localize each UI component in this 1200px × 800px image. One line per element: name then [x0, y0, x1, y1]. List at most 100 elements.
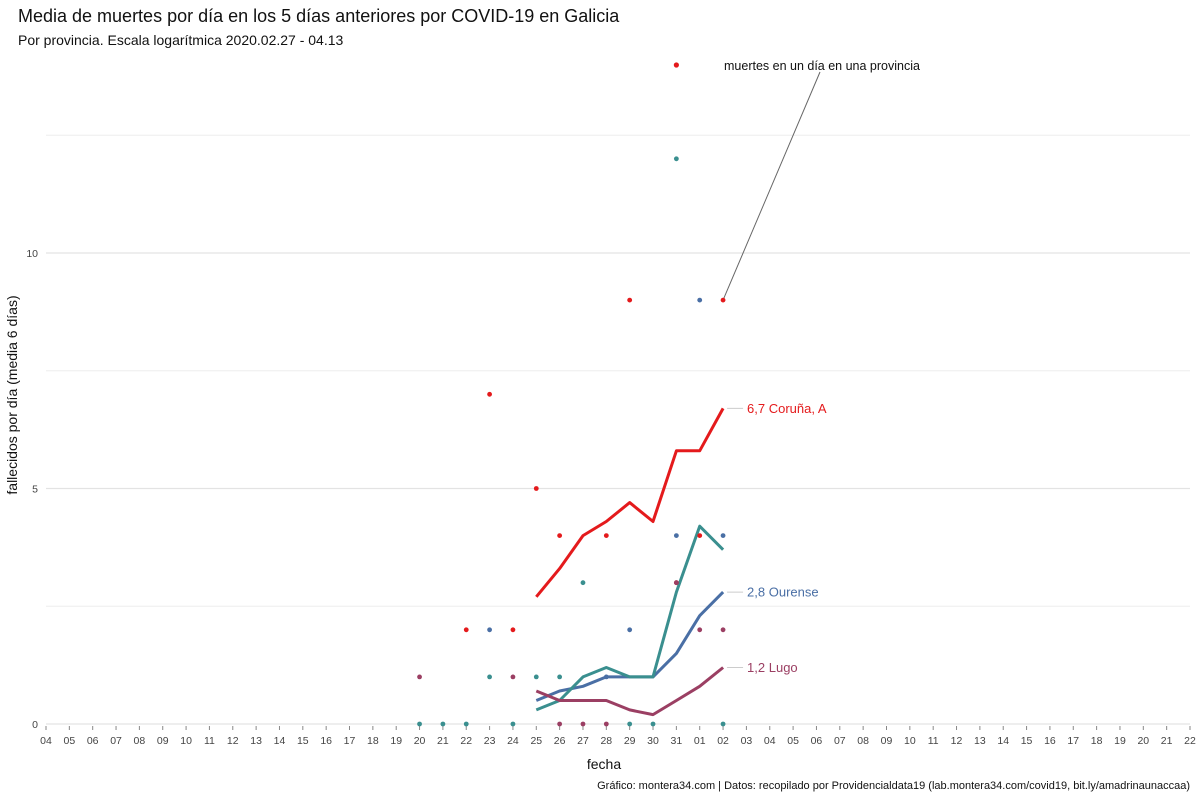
series-line-ourense	[535, 591, 725, 702]
data-point	[533, 674, 539, 680]
data-point	[580, 580, 586, 586]
x-tick-label: 18	[367, 735, 379, 747]
series-end-label: 1,2 Lugo	[747, 660, 798, 675]
gridlines	[46, 134, 1190, 725]
data-point	[697, 533, 703, 538]
x-tick-label: 20	[414, 735, 426, 747]
data-point	[673, 156, 679, 162]
x-tick-label: 17	[344, 735, 356, 747]
x-tick-label: 02	[717, 735, 729, 747]
x-tick-label: 12	[951, 735, 963, 747]
x-tick-label: 12	[227, 735, 239, 747]
series-points	[417, 62, 726, 727]
x-tick-label: 13	[250, 735, 262, 747]
x-tick-label: 21	[1161, 735, 1173, 747]
y-tick-label: 5	[32, 484, 38, 496]
series-end-labels: 6,7 Coruña, A 2,8 Ourense 1,2 Lugo	[727, 401, 827, 675]
y-axis-ticks: 0 5 10	[26, 248, 38, 731]
x-tick-label: 06	[811, 735, 823, 747]
data-point	[417, 721, 422, 727]
series-lines	[535, 407, 725, 717]
series-end-label: 6,7 Coruña, A	[747, 401, 827, 416]
x-tick-label: 28	[600, 735, 612, 747]
data-point	[603, 721, 609, 727]
x-tick-label: 03	[741, 735, 753, 747]
data-point	[673, 580, 679, 586]
data-point	[627, 297, 633, 303]
x-tick-label: 26	[554, 735, 566, 747]
x-tick-label: 27	[577, 735, 589, 747]
data-point	[487, 674, 492, 680]
x-tick-label: 07	[834, 735, 846, 747]
x-tick-label: 16	[1044, 735, 1056, 747]
data-point	[580, 721, 586, 727]
x-axis-ticks: 04 05 06 07 08 09 10 11 12 13 14 15 16 17 18 19 20 21 22 23…	[40, 726, 1196, 747]
x-tick-label: 11	[928, 735, 939, 747]
series-end-label: 2,8 Ourense	[747, 585, 819, 600]
data-point	[627, 721, 633, 727]
chart-subtitle: Por provincia. Escala logarítmica 2020.0…	[18, 32, 344, 48]
chart-caption: Gráfico: montera34.com | Datos: recopila…	[597, 780, 1190, 792]
data-point	[417, 674, 422, 680]
x-tick-label: 29	[624, 735, 636, 747]
x-tick-label: 18	[1091, 735, 1103, 747]
x-tick-label: 15	[1021, 735, 1033, 747]
x-tick-label: 22	[1184, 735, 1196, 747]
series-line-lugo	[535, 666, 725, 717]
series-line-coru-a-a	[535, 407, 725, 598]
data-point	[440, 721, 446, 727]
x-tick-label: 25	[530, 735, 542, 747]
data-point	[720, 721, 726, 727]
data-point	[697, 297, 703, 303]
y-axis-title: fallecidos por día (media 6 días)	[4, 295, 20, 494]
data-point	[463, 627, 469, 633]
x-tick-label: 16	[320, 735, 332, 747]
data-point	[510, 627, 516, 633]
chart-title: Media de muertes por día en los 5 días a…	[18, 6, 620, 26]
data-point	[673, 533, 679, 538]
annotation-leader	[722, 71, 821, 301]
data-point	[603, 533, 609, 538]
annotation-leader-line	[722, 71, 821, 301]
x-tick-label: 30	[647, 735, 659, 747]
data-point	[557, 721, 563, 727]
x-tick-label: 19	[1114, 735, 1126, 747]
x-tick-label: 01	[694, 735, 706, 747]
x-tick-label: 19	[390, 735, 402, 747]
x-tick-label: 05	[787, 735, 799, 747]
x-tick-label: 10	[904, 735, 916, 747]
x-tick-label: 09	[157, 735, 169, 747]
x-tick-label: 24	[507, 735, 519, 747]
y-tick-label: 10	[26, 248, 38, 260]
x-tick-label: 11	[204, 735, 215, 747]
data-point	[487, 627, 492, 633]
x-tick-label: 05	[64, 735, 76, 747]
x-tick-label: 08	[134, 735, 146, 747]
legend-point	[673, 62, 679, 68]
data-point	[603, 674, 609, 680]
x-tick-label: 14	[274, 735, 286, 747]
x-tick-label: 06	[87, 735, 99, 747]
x-tick-label: 13	[974, 735, 986, 747]
x-tick-label: 17	[1067, 735, 1079, 747]
y-tick-label: 0	[32, 719, 38, 731]
x-tick-label: 15	[297, 735, 309, 747]
x-tick-label: 10	[180, 735, 192, 747]
data-point	[463, 721, 469, 727]
data-point	[557, 533, 563, 538]
data-point	[720, 297, 726, 303]
x-tick-label: 21	[437, 735, 449, 747]
x-tick-label: 08	[857, 735, 869, 747]
data-point	[720, 627, 726, 633]
x-axis-title: fecha	[587, 756, 621, 772]
data-point	[697, 627, 703, 633]
data-point	[720, 533, 726, 538]
x-tick-label: 09	[881, 735, 893, 747]
x-tick-label: 20	[1137, 735, 1149, 747]
data-point	[510, 674, 516, 680]
data-point	[650, 721, 656, 727]
x-tick-label: 04	[40, 735, 52, 747]
data-point	[487, 391, 492, 397]
x-tick-label: 31	[671, 735, 683, 747]
